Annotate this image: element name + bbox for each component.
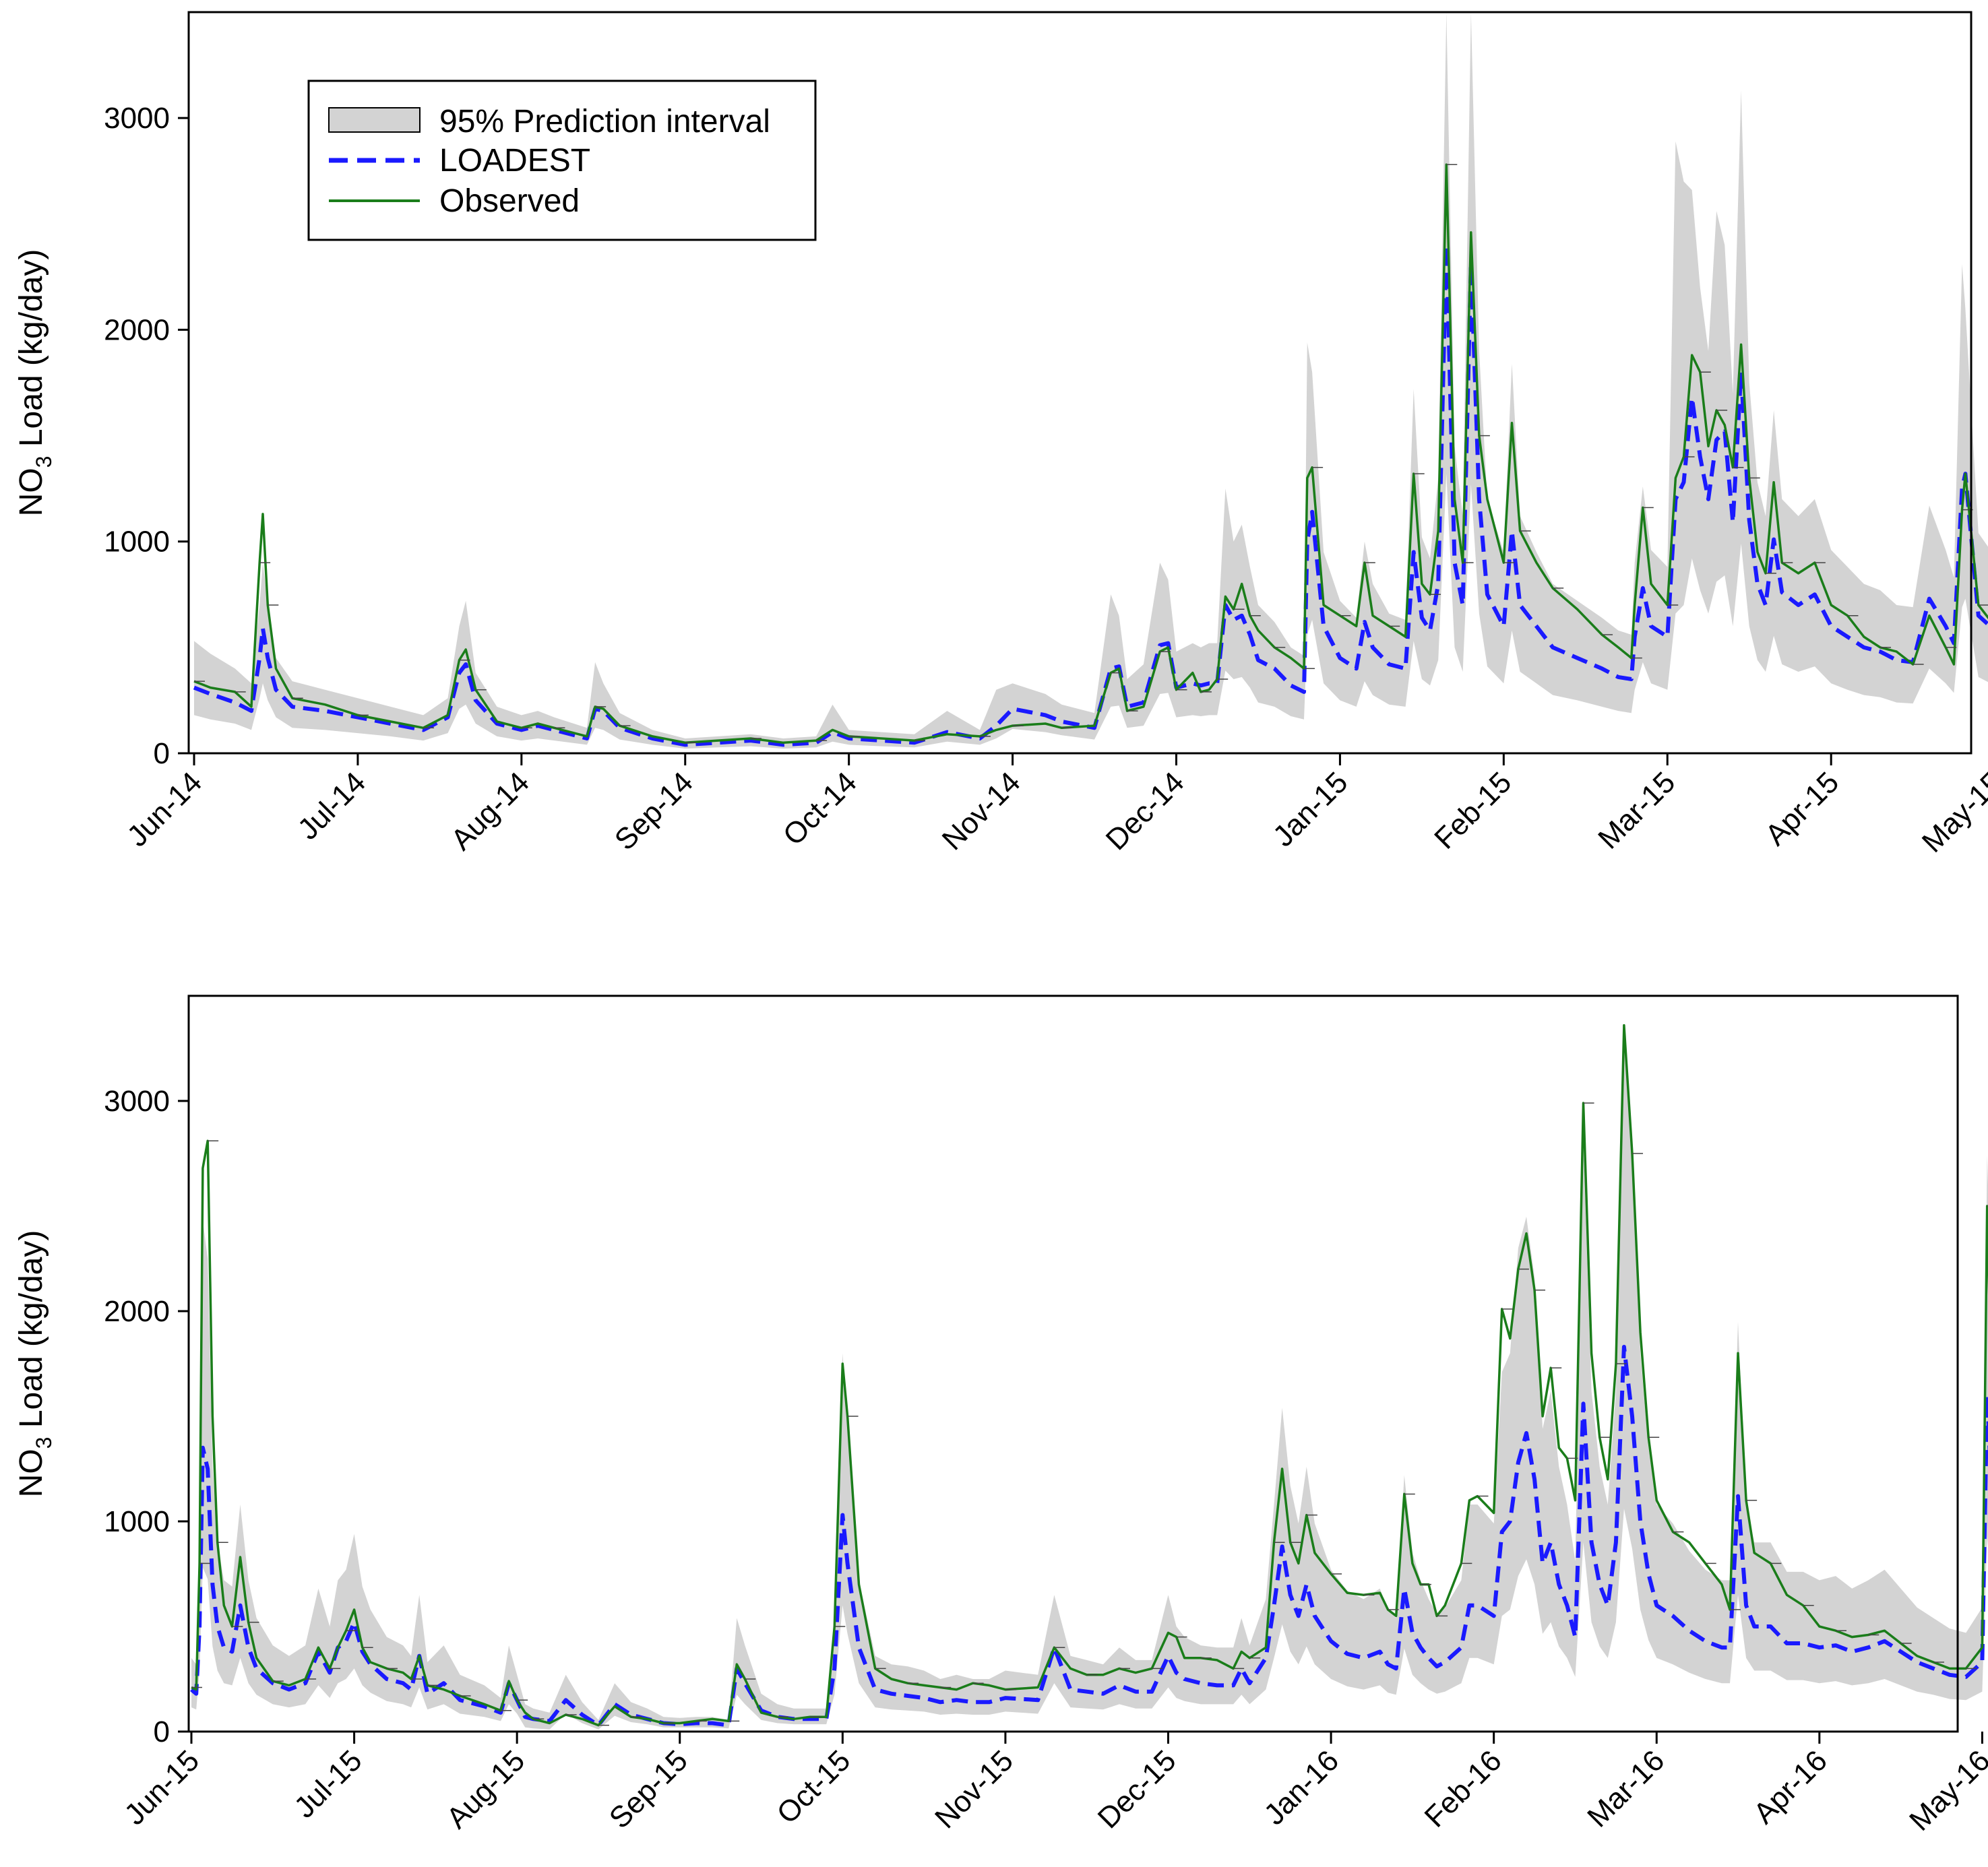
x-tick-label: Jul-15 <box>288 1744 368 1824</box>
x-tick-label: Mar-15 <box>1592 765 1681 855</box>
x-tick-label: Oct-15 <box>770 1744 857 1830</box>
x-tick-label: Oct-14 <box>777 765 863 852</box>
y-tick-label: 1000 <box>104 1505 170 1538</box>
x-tick-label: Jan-16 <box>1257 1744 1345 1831</box>
legend-label-observed: Observed <box>439 183 580 219</box>
x-tick-label: Sep-14 <box>609 765 700 856</box>
y-axis: 0 1000 2000 3000 <box>104 102 189 770</box>
prediction-interval-band-layer <box>194 12 1988 749</box>
observed-line-layer <box>193 163 1988 745</box>
x-tick-label: Dec-14 <box>1100 765 1191 856</box>
x-tick-label: Mar-16 <box>1581 1744 1671 1833</box>
legend-swatch-prediction-interval <box>328 107 421 133</box>
x-tick-label: Dec-15 <box>1092 1744 1183 1835</box>
x-tick-label: Jul-14 <box>292 765 372 846</box>
x-tick-label: Sep-15 <box>603 1744 694 1835</box>
y-axis-title: NO3 Load (kg/day) <box>13 1230 56 1498</box>
x-tick-label: Aug-14 <box>445 765 536 856</box>
x-tick-label: May-15 <box>1916 765 1988 858</box>
x-tick-label: Feb-16 <box>1419 1744 1508 1833</box>
x-tick-label: Apr-15 <box>1759 765 1845 852</box>
y-axis-title: NO3 Load (kg/day) <box>13 249 56 517</box>
top-chart: 0 1000 2000 3000 Jun-14 Jul-14 Aug-14 Sep-14 Oc… <box>13 11 1988 859</box>
x-tick-label: Aug-15 <box>440 1744 531 1835</box>
observed-series-line <box>191 1023 1988 1727</box>
y-axis: 0 1000 2000 3000 <box>104 1085 189 1748</box>
x-tick-label: Jun-14 <box>121 765 208 853</box>
x-tick-label: Feb-15 <box>1428 765 1518 855</box>
y-tick-label: 3000 <box>104 1085 170 1118</box>
x-tick-label: May-16 <box>1903 1744 1988 1837</box>
legend: 95% Prediction interval LOADEST Observed <box>307 80 817 241</box>
prediction-interval-band <box>194 12 1988 749</box>
observed-series-line <box>193 163 1988 745</box>
x-tick-label: Jan-15 <box>1267 765 1355 853</box>
plot-frame <box>187 994 1959 1733</box>
loadest-line-layer <box>190 1345 1988 1728</box>
x-tick-label: Apr-16 <box>1747 1744 1834 1830</box>
loadest-series-line <box>190 1345 1988 1728</box>
y-tick-label: 2000 <box>104 1295 170 1328</box>
bottom-chart: 0 1000 2000 3000 Jun-15 Jul-15 Aug-15 Sep-15 Oc… <box>13 994 1988 1837</box>
x-tick-label: Nov-14 <box>936 765 1027 856</box>
legend-label-prediction-interval: 95% Prediction interval <box>439 104 770 139</box>
y-tick-label: 1000 <box>104 526 170 559</box>
x-axis: Jun-15 Jul-15 Aug-15 Sep-15 Oct-15 Nov-15 Dec-… <box>118 1732 1988 1837</box>
plot-frame <box>187 11 1973 755</box>
y-tick-label: 3000 <box>104 102 170 135</box>
prediction-interval-band-layer <box>191 1038 1988 1730</box>
y-tick-label: 0 <box>154 1715 170 1748</box>
x-tick-label: Jun-15 <box>118 1744 206 1831</box>
observed-line-layer <box>191 1023 1988 1727</box>
y-tick-label: 2000 <box>104 313 170 346</box>
y-tick-label: 0 <box>154 737 170 770</box>
prediction-interval-band <box>191 1038 1988 1730</box>
x-axis: Jun-14 Jul-14 Aug-14 Sep-14 Oct-14 Nov-14 Dec-… <box>121 753 1988 859</box>
legend-label-loadest: LOADEST <box>439 143 590 179</box>
x-tick-label: Nov-15 <box>929 1744 1020 1835</box>
